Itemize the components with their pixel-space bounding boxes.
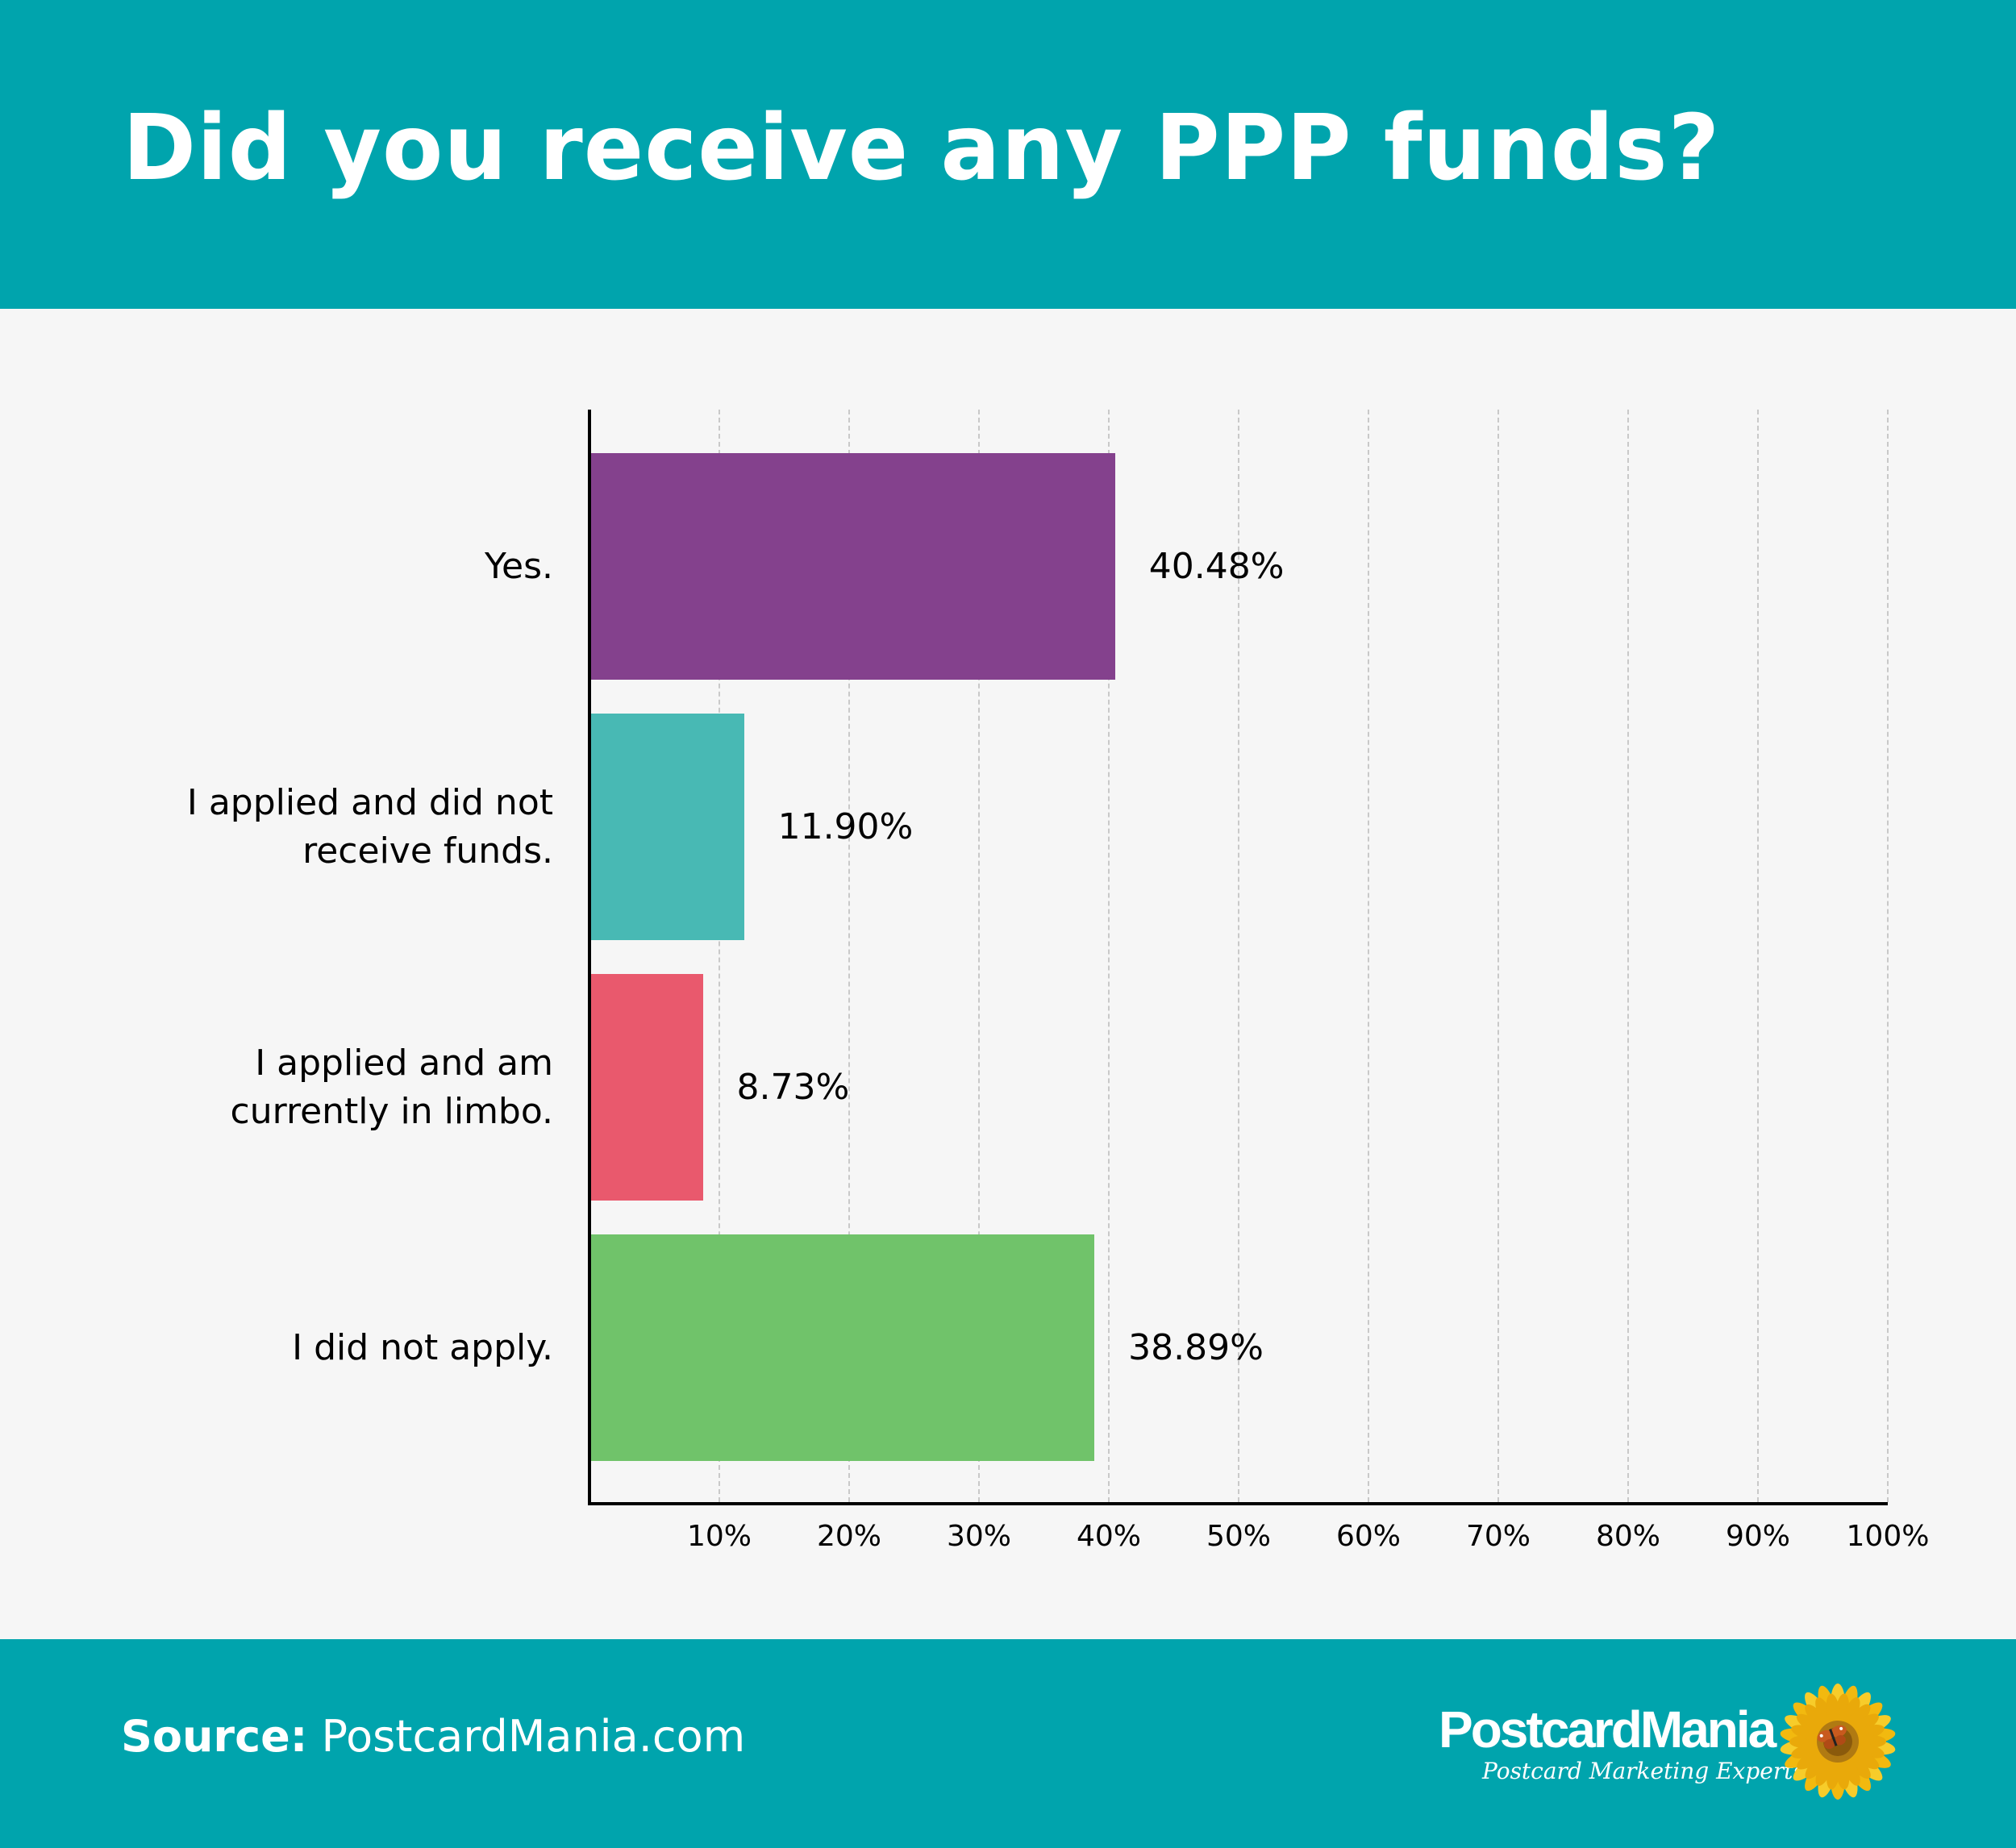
sunflower-butterfly-icon [1780, 1684, 1896, 1800]
category-label-line: Yes. [484, 545, 553, 587]
category-label-line: I applied and am [255, 1042, 553, 1084]
category-label-line: I applied and did not [186, 781, 553, 823]
category-label-line: I did not apply. [292, 1326, 553, 1368]
gridline [1887, 410, 1889, 1502]
bar [591, 1234, 1095, 1461]
source-credit: Source: PostcardMania.com [121, 1711, 745, 1763]
logo-tagline: Postcard Marketing Experts [1482, 1758, 1805, 1784]
x-tick-label: 100% [1846, 1520, 1930, 1553]
x-tick-label: 30% [946, 1520, 1011, 1553]
chart-title: Did you receive any PPP funds? [123, 96, 1721, 201]
y-axis-line [588, 410, 591, 1505]
gridline [978, 410, 980, 1502]
x-tick-label: 70% [1465, 1520, 1531, 1553]
bar [591, 974, 703, 1201]
category-label: I applied and did not receive funds. [69, 779, 553, 876]
source-value: PostcardMania.com [321, 1711, 746, 1762]
category-label: I applied and am currently in limbo. [69, 1039, 553, 1136]
x-tick-label: 60% [1335, 1520, 1401, 1553]
source-label: Source: [121, 1711, 308, 1762]
x-tick-label: 50% [1206, 1520, 1271, 1553]
x-tick-label: 40% [1076, 1520, 1141, 1553]
bar [591, 453, 1115, 680]
value-label: 11.90% [777, 805, 914, 847]
gridline [1108, 410, 1110, 1502]
footer-banner [0, 1639, 2016, 1848]
category-label-line: currently in limbo. [230, 1090, 553, 1132]
gridline [1757, 410, 1759, 1502]
value-label: 38.89% [1128, 1326, 1264, 1368]
category-label-line: receive funds. [302, 830, 553, 872]
x-tick-label: 10% [686, 1520, 752, 1553]
gridline [1497, 410, 1499, 1502]
bar [591, 714, 744, 940]
postcardmania-logo: PostcardMania Postcard Marketing Experts [1435, 1681, 1903, 1802]
gridline [848, 410, 850, 1502]
x-tick-label: 90% [1725, 1520, 1790, 1553]
header-banner: Did you receive any PPP funds? [0, 0, 2016, 309]
x-axis-line [588, 1502, 1888, 1505]
category-label: Yes. [69, 543, 553, 591]
value-label: 8.73% [736, 1066, 850, 1108]
logo-name: PostcardMania [1439, 1700, 1776, 1759]
gridline [1368, 410, 1369, 1502]
category-label: I did not apply. [69, 1324, 553, 1372]
value-label: 40.48% [1148, 545, 1285, 587]
gridline [719, 410, 720, 1502]
gridline [1238, 410, 1239, 1502]
x-tick-label: 20% [816, 1520, 881, 1553]
gridline [1627, 410, 1629, 1502]
x-tick-label: 80% [1595, 1520, 1660, 1553]
